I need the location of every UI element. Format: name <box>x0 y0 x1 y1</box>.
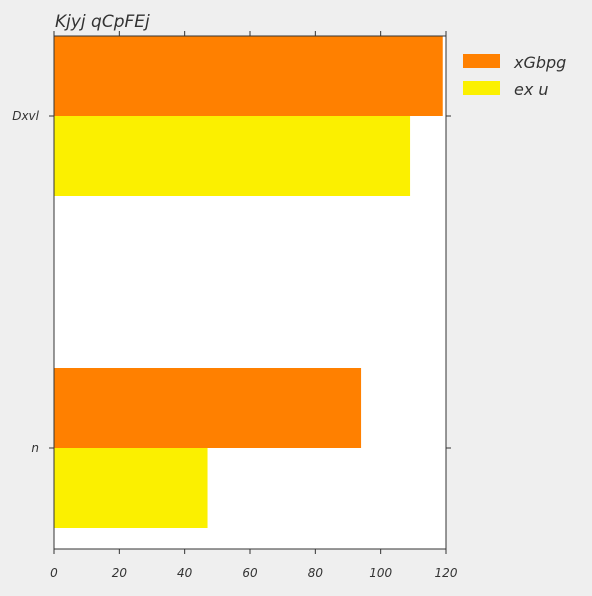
x-tick-label: 100 <box>369 566 392 580</box>
bar-ex-u-n <box>54 448 208 528</box>
bars-group <box>54 36 443 528</box>
axis-ticks: 0 20 40 60 80 100 120 Dxvl n <box>12 31 458 580</box>
x-tick-label: 0 <box>50 566 58 580</box>
bar-xGbpg-n <box>54 368 362 448</box>
x-tick-label: 120 <box>435 566 458 580</box>
legend-label: ex u <box>514 80 549 99</box>
x-tick-label: 60 <box>242 566 258 580</box>
bar-ex-u-Dxvl <box>54 116 411 196</box>
plot-frame <box>53 35 447 550</box>
x-tick-label: 40 <box>177 566 193 580</box>
chart-title: Kjyj qCpFEj <box>55 12 150 32</box>
x-tick-label: 80 <box>308 566 324 580</box>
legend-label: xGbpg <box>513 53 566 72</box>
y-tick-label: n <box>31 441 39 455</box>
bar-xGbpg-Dxvl <box>54 36 443 116</box>
legend: xGbpg ex u <box>463 53 566 99</box>
legend-swatch <box>463 54 500 68</box>
y-tick-label: Dxvl <box>12 109 39 123</box>
legend-swatch <box>463 81 500 95</box>
x-tick-label: 20 <box>112 566 128 580</box>
